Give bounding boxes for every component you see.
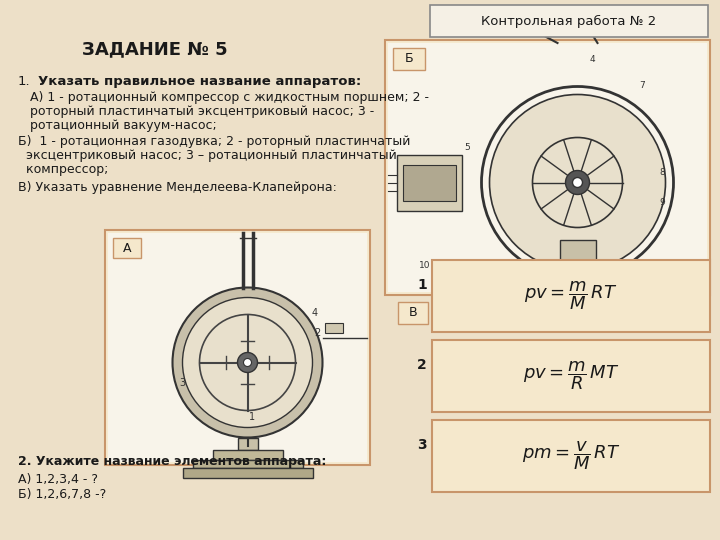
Text: 9: 9: [660, 198, 665, 207]
Text: Б) 1,2,6,7,8 -?: Б) 1,2,6,7,8 -?: [18, 488, 107, 501]
FancyBboxPatch shape: [388, 43, 707, 292]
Text: Б: Б: [405, 52, 413, 65]
Text: А: А: [122, 241, 131, 254]
FancyBboxPatch shape: [393, 48, 425, 70]
Circle shape: [572, 178, 582, 187]
Text: 5: 5: [464, 143, 470, 152]
FancyBboxPatch shape: [559, 240, 595, 260]
Text: Б)  1 - ротационная газодувка; 2 - роторный пластинчатый: Б) 1 - ротационная газодувка; 2 - роторн…: [18, 135, 410, 148]
Text: эксцентриковый насос; 3 – ротационный пластинчатый: эксцентриковый насос; 3 – ротационный пл…: [18, 149, 397, 162]
FancyBboxPatch shape: [403, 165, 456, 200]
Text: $pm = \dfrac{v}{M}\,RT$: $pm = \dfrac{v}{M}\,RT$: [522, 440, 620, 472]
Text: 2. Укажите название элементов аппарата:: 2. Укажите название элементов аппарата:: [18, 455, 326, 468]
Text: ЗАДАНИЕ № 5: ЗАДАНИЕ № 5: [82, 40, 228, 58]
Text: 3: 3: [179, 377, 186, 388]
Circle shape: [173, 287, 323, 437]
Text: 1.: 1.: [18, 75, 31, 88]
Text: Контрольная работа № 2: Контрольная работа № 2: [482, 15, 657, 28]
Text: 1: 1: [417, 278, 427, 292]
Text: 4: 4: [590, 56, 595, 64]
FancyBboxPatch shape: [105, 230, 370, 465]
FancyBboxPatch shape: [432, 340, 710, 412]
FancyBboxPatch shape: [508, 275, 647, 287]
Text: В) Указать уравнение Менделеева-Клапейрона:: В) Указать уравнение Менделеева-Клапейро…: [18, 181, 337, 194]
FancyBboxPatch shape: [113, 238, 141, 258]
Text: Указать правильное название аппаратов:: Указать правильное название аппаратов:: [38, 75, 361, 88]
FancyBboxPatch shape: [192, 460, 302, 468]
Text: 2: 2: [417, 358, 427, 372]
Text: роторный пластинчатый эксцентриковый насос; 3 -: роторный пластинчатый эксцентриковый нас…: [22, 105, 374, 118]
FancyBboxPatch shape: [238, 437, 258, 449]
Text: 10: 10: [419, 260, 431, 269]
Circle shape: [182, 298, 312, 428]
Text: В: В: [409, 307, 418, 320]
Text: $pv = \dfrac{m}{M}\,RT$: $pv = \dfrac{m}{M}\,RT$: [524, 280, 618, 312]
Text: компрессор;: компрессор;: [18, 163, 109, 176]
Text: 3: 3: [417, 438, 427, 452]
FancyBboxPatch shape: [182, 468, 312, 477]
FancyBboxPatch shape: [325, 322, 343, 333]
Text: А) 1,2,3,4 - ?: А) 1,2,3,4 - ?: [18, 473, 98, 486]
FancyBboxPatch shape: [523, 260, 632, 275]
Text: 2: 2: [315, 327, 320, 338]
FancyBboxPatch shape: [432, 420, 710, 492]
Text: 8: 8: [660, 168, 665, 177]
FancyBboxPatch shape: [385, 40, 710, 295]
Text: 7: 7: [639, 80, 645, 90]
Text: $pv = \dfrac{m}{R}\,MT$: $pv = \dfrac{m}{R}\,MT$: [523, 360, 619, 393]
FancyBboxPatch shape: [212, 449, 282, 460]
Text: 1: 1: [249, 413, 256, 422]
FancyBboxPatch shape: [432, 260, 710, 332]
FancyBboxPatch shape: [108, 233, 367, 462]
Circle shape: [243, 359, 251, 367]
Text: 4: 4: [312, 307, 318, 318]
Circle shape: [490, 94, 665, 271]
Text: А) 1 - ротационный компрессор с жидкостным поршнем; 2 -: А) 1 - ротационный компрессор с жидкостн…: [22, 91, 429, 104]
FancyBboxPatch shape: [397, 154, 462, 211]
FancyBboxPatch shape: [398, 302, 428, 324]
Circle shape: [238, 353, 258, 373]
Text: ротационный вакуум-насос;: ротационный вакуум-насос;: [22, 119, 217, 132]
FancyBboxPatch shape: [430, 5, 708, 37]
Circle shape: [565, 171, 590, 194]
